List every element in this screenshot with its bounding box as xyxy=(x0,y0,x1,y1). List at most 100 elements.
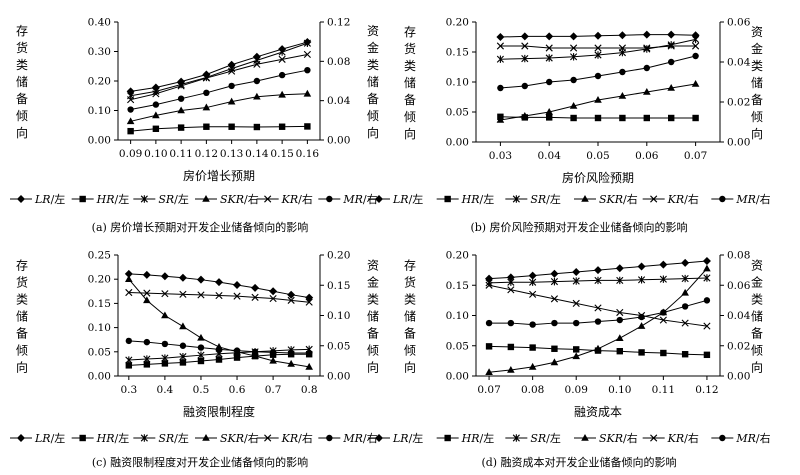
legend-label: KR/右 xyxy=(667,192,699,206)
right-axis-label-char: 倾 xyxy=(367,344,379,358)
data-point xyxy=(638,349,645,356)
data-point xyxy=(215,278,223,287)
data-point xyxy=(681,351,689,358)
legend-marker xyxy=(326,195,333,203)
data-point xyxy=(287,296,295,304)
data-point xyxy=(521,82,528,90)
data-point xyxy=(594,31,602,40)
series-line xyxy=(130,42,308,97)
chart-panel-2: 0.00 0.05 0.10 0.15 0.20 0.25 0.00 0.05 0.10 0.15… xyxy=(10,250,379,469)
right-axis-label-char: 向 xyxy=(367,360,379,375)
data-point xyxy=(507,365,515,373)
legend-marker xyxy=(719,195,726,203)
data-point xyxy=(615,334,624,341)
left-axis-label-char: 货 xyxy=(404,41,416,56)
left-axis-label-char: 类 xyxy=(404,293,416,307)
data-point xyxy=(521,54,529,63)
data-point xyxy=(253,60,261,68)
data-point xyxy=(618,44,626,52)
x-tick-label: 0.09 xyxy=(119,148,142,160)
right-tick-label: 0.00 xyxy=(327,135,350,147)
legend-label: SKR/右 xyxy=(599,431,638,445)
legend-label-axis: /右 xyxy=(244,192,259,206)
right-axis-label-char: 资 xyxy=(367,259,379,273)
left-axis-label-char: 倾 xyxy=(16,109,28,123)
data-point xyxy=(642,30,651,39)
x-tick-label: 0.16 xyxy=(296,148,320,160)
data-point xyxy=(196,275,205,284)
left-tick-label: 0.00 xyxy=(88,135,111,147)
left-axis-label-char: 倾 xyxy=(16,344,28,358)
x-tick-label: 0.11 xyxy=(652,384,675,396)
data-point xyxy=(278,123,286,130)
data-point xyxy=(233,281,242,290)
right-axis-label-char: 资 xyxy=(367,24,379,38)
data-point xyxy=(305,298,313,306)
data-point xyxy=(616,276,624,285)
legend-label: SR/左 xyxy=(158,432,189,445)
data-point xyxy=(545,108,553,115)
left-tick-label: 0.05 xyxy=(446,340,469,352)
data-point xyxy=(594,304,602,312)
x-tick-label: 0.08 xyxy=(521,384,544,396)
data-point xyxy=(521,42,529,50)
legend-label-axis: /右 xyxy=(298,431,313,445)
data-point xyxy=(550,358,559,366)
data-point xyxy=(228,82,235,90)
legend-label-code: KR xyxy=(667,193,685,206)
left-tick-label: 0.20 xyxy=(88,76,111,88)
right-tick-label: 0.05 xyxy=(327,340,350,352)
series-MR xyxy=(497,52,699,92)
x-tick-label: 0.10 xyxy=(608,384,631,396)
legend-label: SR/左 xyxy=(530,193,561,206)
data-point xyxy=(215,291,223,300)
legend-label-code: SKR xyxy=(599,193,623,206)
legend-label-axis: /左 xyxy=(174,193,189,206)
data-point xyxy=(304,66,311,74)
data-point xyxy=(659,260,668,269)
legend-label-axis: /右 xyxy=(684,192,699,206)
right-axis-label-char: 向 xyxy=(367,125,379,140)
data-point xyxy=(546,114,553,121)
x-tick-label: 0.11 xyxy=(169,148,192,160)
data-point xyxy=(160,272,169,281)
data-point xyxy=(638,313,645,321)
right-axis-label-char: 类 xyxy=(751,293,763,307)
data-point xyxy=(681,258,690,267)
series-SKR xyxy=(485,264,711,376)
right-axis-label-char: 向 xyxy=(751,126,763,141)
right-axis-label-char: 储 xyxy=(751,309,763,324)
data-point xyxy=(572,277,580,285)
legend-label: LR/左 xyxy=(392,432,423,445)
data-point xyxy=(594,344,602,352)
legend-label: LR/左 xyxy=(34,432,65,445)
legend-label-code: HR xyxy=(96,432,115,445)
legend-label: HR/左 xyxy=(461,432,495,445)
right-axis-label-char: 储 xyxy=(367,309,379,324)
right-axis-label-char: 类 xyxy=(367,58,379,72)
data-point xyxy=(485,343,493,350)
data-point xyxy=(143,361,151,368)
data-point xyxy=(692,114,699,122)
series-LR xyxy=(496,30,700,41)
left-axis-label-char: 存 xyxy=(16,24,28,38)
left-tick-label: 0.15 xyxy=(88,298,111,310)
data-point xyxy=(125,356,133,364)
data-point xyxy=(692,42,700,50)
data-point xyxy=(251,348,259,355)
legend-label: MR/右 xyxy=(735,192,770,206)
left-tick-label: 0.10 xyxy=(446,77,469,89)
right-axis-label-char: 资 xyxy=(751,259,763,273)
x-tick-label: 0.8 xyxy=(301,384,318,396)
legend-label-code: SKR xyxy=(599,432,623,445)
caption: (a) 房价增长预期对开发企业储备倾向的影响 xyxy=(92,220,309,234)
right-tick-label: 0.08 xyxy=(327,56,350,68)
legend-label: SKR/右 xyxy=(220,431,259,445)
data-point xyxy=(496,33,505,41)
data-point xyxy=(179,352,187,361)
data-point xyxy=(127,127,134,135)
x-tick-label: 0.07 xyxy=(477,384,500,396)
x-tick-label: 0.5 xyxy=(193,384,210,396)
data-point xyxy=(529,344,536,351)
series-line xyxy=(130,125,308,132)
